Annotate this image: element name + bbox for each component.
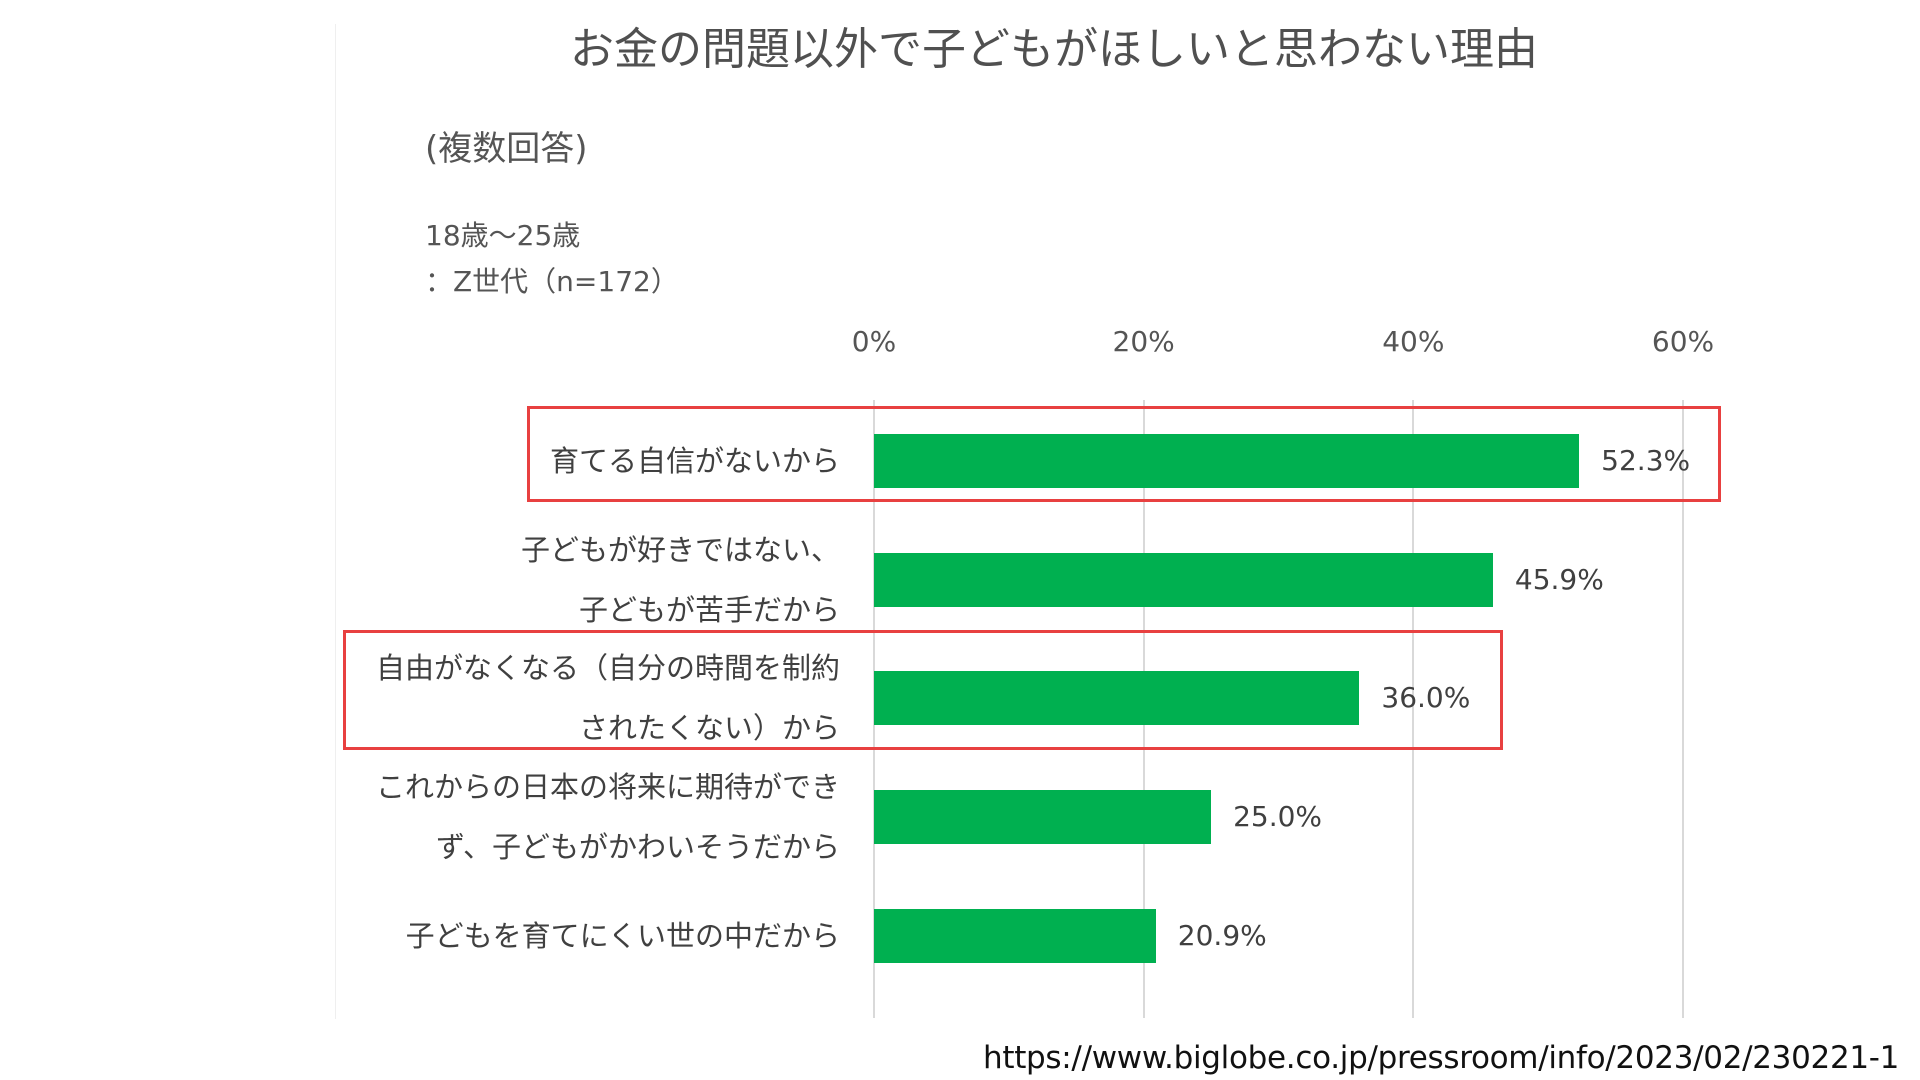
cohort-label-line-1: 18歳～25歳 <box>425 219 581 252</box>
chart-frame-edge <box>335 24 336 1019</box>
gridline-40 <box>1412 400 1415 1018</box>
category-label-line: 自由がなくなる（自分の時間を制約 <box>375 651 840 685</box>
chart-title: お金の問題以外で子どもがほしいと思わない理由 <box>570 24 1538 75</box>
data-label: 20.9% <box>1177 919 1267 952</box>
category-label-line: されたくない）から <box>578 711 840 745</box>
x-tick-label: 0% <box>851 325 897 358</box>
bar <box>874 909 1156 963</box>
x-tick-label: 40% <box>1382 325 1445 358</box>
source-url: https://www.biglobe.co.jp/pressroom/info… <box>983 1040 1900 1076</box>
category-label-line: ず、子どもがかわいそうだから <box>436 830 840 864</box>
category-label: 子どもが好きではない、子どもが苦手だから <box>521 520 840 640</box>
category-label: 育てる自信がないから <box>550 431 840 491</box>
bar <box>874 790 1212 844</box>
bar <box>874 434 1580 488</box>
data-label: 45.9% <box>1514 563 1604 596</box>
x-tick-label: 20% <box>1112 325 1175 358</box>
bar <box>874 553 1493 607</box>
highlight-box <box>343 630 1503 750</box>
highlight-box <box>527 406 1721 502</box>
category-label-line: 子どもを育てにくい世の中だから <box>405 919 840 953</box>
category-label: 子どもを育てにくい世の中だから <box>406 906 840 966</box>
category-label: 自由がなくなる（自分の時間を制約されたくない）から <box>376 638 840 758</box>
bar <box>874 671 1360 725</box>
category-label-line: 子どもが苦手だから <box>578 593 840 627</box>
category-label-line: 子どもが好きではない、 <box>520 533 840 567</box>
data-label: 36.0% <box>1381 681 1471 714</box>
chart-subtitle: (複数回答) <box>425 129 588 169</box>
data-label: 52.3% <box>1601 444 1691 477</box>
cohort-label-line-2: ：Z世代（n=172） <box>425 265 679 298</box>
category-label-line: 育てる自信がないから <box>549 444 840 478</box>
category-label-line: これからの日本の将来に期待ができ <box>375 770 840 804</box>
gridline-60 <box>1682 400 1684 1018</box>
x-tick-label: 60% <box>1651 325 1715 358</box>
category-label: これからの日本の将来に期待ができず、子どもがかわいそうだから <box>376 757 840 877</box>
data-label: 25.0% <box>1233 800 1323 833</box>
